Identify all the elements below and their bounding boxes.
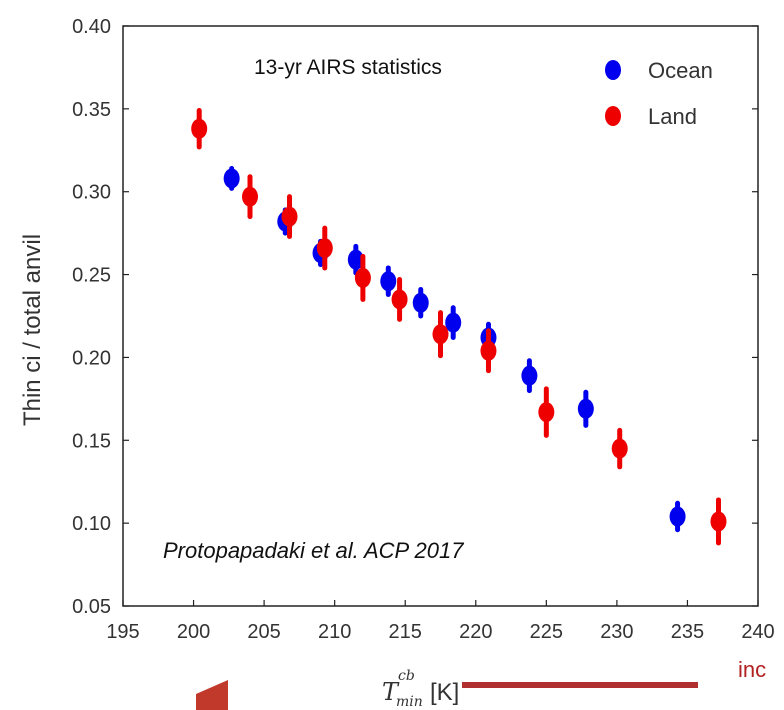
ocean-point [669, 506, 686, 527]
x-tick-label: 205 [247, 621, 280, 643]
x-tick-label: 235 [671, 621, 704, 643]
x-axis: 195 200 205 210 215 220 225 230 235 240 [106, 600, 775, 643]
citation-annotation: Protopapadaki et al. ACP 2017 [163, 538, 464, 563]
y-axis: 0.05 0.10 0.15 0.20 0.25 0.30 0.35 0.40 [72, 16, 758, 618]
land-point [432, 324, 449, 345]
y-tick-label: 0.10 [72, 513, 111, 535]
y-tick-label: 0.15 [72, 430, 111, 452]
left-arrow-icon [196, 680, 228, 710]
land-point [391, 289, 408, 310]
ocean-point [445, 312, 462, 333]
y-tick-label: 0.05 [72, 596, 111, 618]
land-point [316, 238, 333, 259]
y-tick-label: 0.35 [72, 99, 111, 121]
land-point [281, 206, 298, 227]
y-axis-title: Thin ci / total anvil [19, 234, 46, 426]
ocean-point [347, 249, 364, 270]
stats-annotation: 13-yr AIRS statistics [254, 56, 442, 79]
x-axis-title-unit: [K] [430, 679, 459, 706]
x-tick-label: 210 [318, 621, 351, 643]
land-point [480, 340, 497, 361]
ocean-point [521, 365, 538, 386]
land-point [242, 186, 258, 207]
x-axis-title-main: T [382, 678, 400, 706]
x-tick-label: 200 [177, 621, 210, 643]
legend-marker-land [605, 106, 621, 126]
land-point [538, 402, 555, 423]
legend-marker-ocean [605, 60, 621, 80]
x-tick-label: 195 [106, 621, 139, 643]
y-tick-label: 0.20 [72, 347, 111, 369]
land-point [191, 118, 208, 139]
legend-label-land: Land [648, 104, 697, 129]
x-axis-title: T cb min [K] [382, 668, 459, 710]
arrow-bar [462, 682, 698, 688]
y-tick-label: 0.30 [72, 182, 111, 204]
x-tick-label: 240 [741, 621, 774, 643]
land-point [354, 267, 371, 288]
legend-label-ocean: Ocean [648, 58, 713, 83]
x-tick-label: 230 [600, 621, 633, 643]
data-points [191, 108, 727, 546]
y-tick-label: 0.25 [72, 265, 111, 287]
legend: Ocean Land [605, 58, 713, 129]
x-tick-label: 220 [459, 621, 492, 643]
x-tick-label: 215 [389, 621, 422, 643]
ocean-point [577, 398, 594, 419]
x-tick-label: 225 [530, 621, 563, 643]
ocean-point [380, 271, 397, 292]
ocean-point [223, 168, 240, 189]
clipped-text: inc [738, 657, 766, 682]
x-axis-title-sub: min [396, 694, 423, 710]
y-tick-label: 0.40 [72, 16, 111, 38]
land-point [710, 511, 727, 532]
x-axis-title-sup: cb [398, 668, 415, 684]
land-point [611, 438, 628, 459]
ocean-point [412, 292, 429, 313]
